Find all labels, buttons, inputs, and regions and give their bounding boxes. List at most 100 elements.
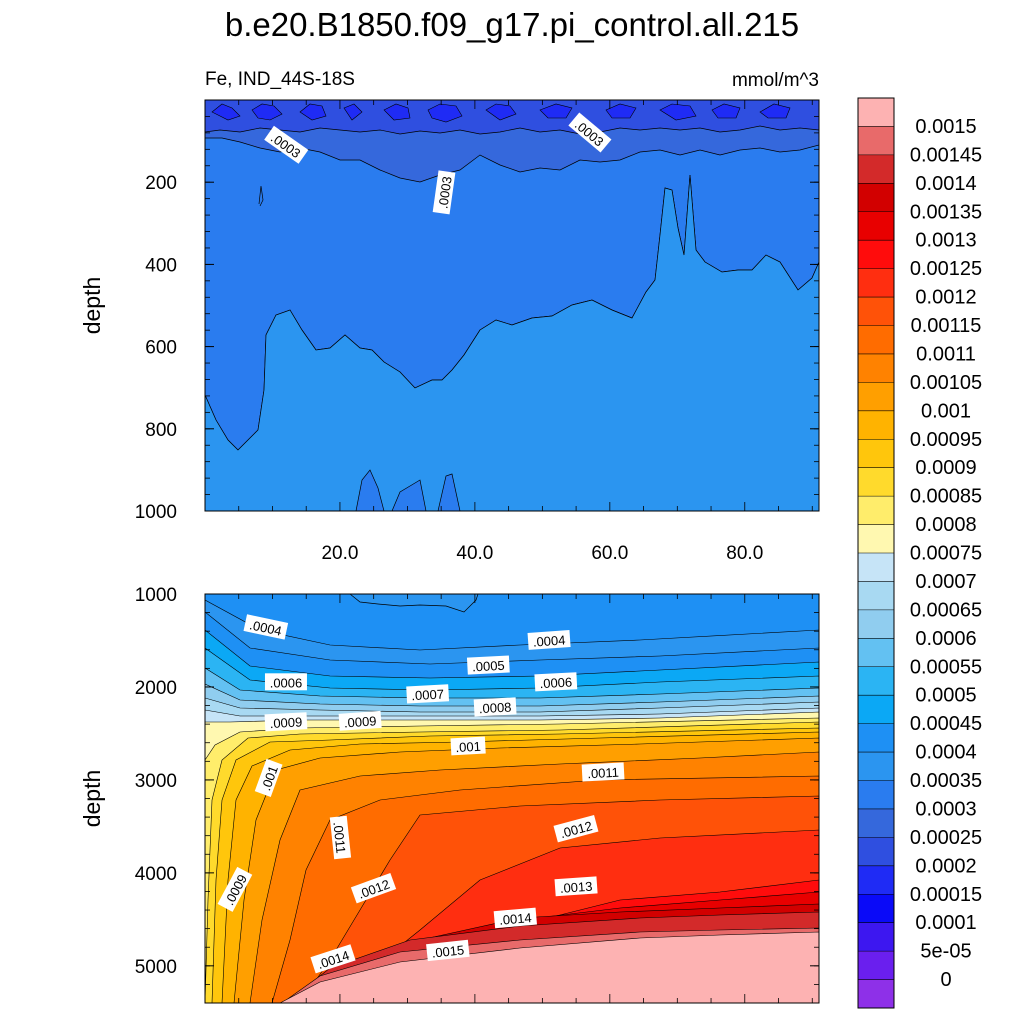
colorbar-swatch	[858, 98, 894, 127]
contour-label-box	[534, 672, 578, 692]
y-tick-label: 1000	[135, 585, 177, 606]
colorbar-label: 0.00085	[910, 486, 982, 508]
colorbar-label: 0.0006	[915, 628, 976, 650]
colorbar-label: 5e-05	[920, 941, 971, 963]
contour-label: .0015	[426, 939, 470, 962]
colorbar-swatch	[858, 240, 894, 269]
axes-frames: 200 400 600 800 1000 depth 1000 2000 3000 4000 500…	[79, 99, 820, 1004]
colorbar-swatch	[858, 752, 894, 781]
y-tick-label: 800	[145, 420, 177, 441]
colorbar-label: 0	[940, 969, 951, 991]
colorbar-swatch	[858, 154, 894, 184]
lower-contour-panel	[205, 594, 819, 1003]
contour-label-box	[217, 866, 253, 912]
colorbar-label: 0.0014	[915, 173, 976, 195]
contour-label-text: .0004	[248, 617, 283, 638]
colorbar-swatch	[858, 353, 894, 383]
colorbar-label: 0.00135	[910, 201, 982, 223]
x-tick-label: 40.0	[456, 543, 493, 564]
colorbar-swatch	[858, 865, 894, 895]
colorbar-swatch	[858, 780, 894, 810]
contour-label-text: .0011	[587, 765, 619, 782]
contour-label-box	[553, 815, 599, 843]
contour-label-box	[350, 873, 397, 904]
colorbar-swatch	[858, 808, 894, 838]
colorbar-label: 0.00075	[910, 543, 982, 565]
variable-region-label: Fe, IND_44S-18S	[205, 69, 355, 90]
contour-label: .0009	[264, 712, 308, 732]
y-tick-label: 200	[145, 173, 177, 194]
contour-label-box	[473, 697, 517, 717]
colorbar-label: 0.0012	[915, 287, 976, 309]
contour-label-text: .0011	[330, 821, 348, 854]
contour-label: .0008	[473, 697, 517, 717]
plot-frame-upper	[204, 99, 820, 512]
contour-label-text: .0006	[539, 674, 572, 691]
contour-label-box	[568, 112, 612, 153]
contour-label: .0005	[466, 655, 510, 675]
contour-label: .0009	[338, 710, 382, 731]
y-tick-label: 4000	[135, 864, 177, 885]
contour-label: .0011	[329, 815, 352, 860]
colorbar-label: 0.00045	[910, 713, 982, 735]
y-tick-label: 600	[145, 338, 177, 359]
y-axis-label: depth	[79, 770, 105, 828]
contour-label-text: .0006	[270, 675, 303, 690]
contour-line-small-upper	[258, 185, 264, 207]
contour-label-box	[493, 907, 537, 929]
fill-level-0.00035-top-patch	[349, 594, 479, 613]
colorbar-swatch	[858, 922, 894, 952]
contour-label-box	[406, 684, 450, 704]
colorbar-label: 0.0015	[915, 116, 976, 138]
x-tick-label: 80.0	[726, 543, 763, 564]
colorbar-swatch	[858, 894, 894, 923]
contour-label-box	[466, 655, 510, 675]
contour-label: .0003	[432, 170, 456, 215]
contour-label-text: .0009	[343, 713, 377, 730]
colorbar-label: 0.00015	[910, 884, 982, 906]
colorbar-label: 0.00105	[910, 372, 982, 394]
contour-label-box	[254, 758, 283, 797]
contour-label: .0007	[406, 684, 450, 704]
fill-level-0.00035-deep	[205, 174, 819, 511]
colorbar-label: 0.0013	[915, 230, 976, 252]
colorbar-swatch	[858, 211, 894, 241]
y-tick-label: 3000	[135, 771, 177, 792]
colorbar-swatch	[858, 638, 894, 668]
contour-label-box	[329, 815, 352, 860]
colorbar-label: 0.00055	[910, 656, 982, 678]
contour-label: .0013	[554, 876, 598, 897]
colorbar-swatch	[858, 666, 894, 696]
colorbar-label: 0.00145	[910, 144, 982, 166]
contour-label-box	[426, 939, 470, 962]
contour-label-box	[527, 630, 571, 650]
contour-label-box	[264, 712, 308, 732]
colorbar-swatch	[858, 268, 894, 298]
contour-label-text: .0007	[411, 687, 444, 704]
colorbar-label: 0.00115	[911, 315, 982, 337]
lower-contour-bands	[205, 599, 819, 1003]
upper-contour-panel	[205, 100, 819, 511]
contour-label-box	[450, 736, 486, 756]
colorbar-label: 0.0004	[915, 742, 976, 764]
contour-label-box	[581, 762, 625, 782]
fill-band-23	[205, 931, 819, 1003]
contour-label-text: .0005	[472, 658, 505, 675]
y-tick-label: 5000	[135, 957, 177, 978]
colorbar-swatch	[858, 382, 894, 412]
y-tick-label: 1000	[135, 502, 177, 523]
contour-label-text: .0009	[269, 714, 302, 731]
colorbar-label: 0.00065	[910, 599, 982, 621]
contour-label-text: .001	[455, 739, 481, 755]
contour-label-text: .0003	[435, 175, 454, 209]
colorbar-swatch	[858, 524, 894, 554]
contour-label: .0006	[534, 672, 578, 692]
colorbar-swatch	[858, 581, 894, 611]
contour-label-box	[554, 876, 598, 897]
colorbar-label: 0.00025	[910, 827, 982, 849]
y-tick-label: 400	[145, 255, 177, 276]
contour-label-box	[243, 614, 289, 640]
colorbar-label: 0.00035	[910, 770, 982, 792]
colorbar-swatch	[858, 837, 894, 867]
